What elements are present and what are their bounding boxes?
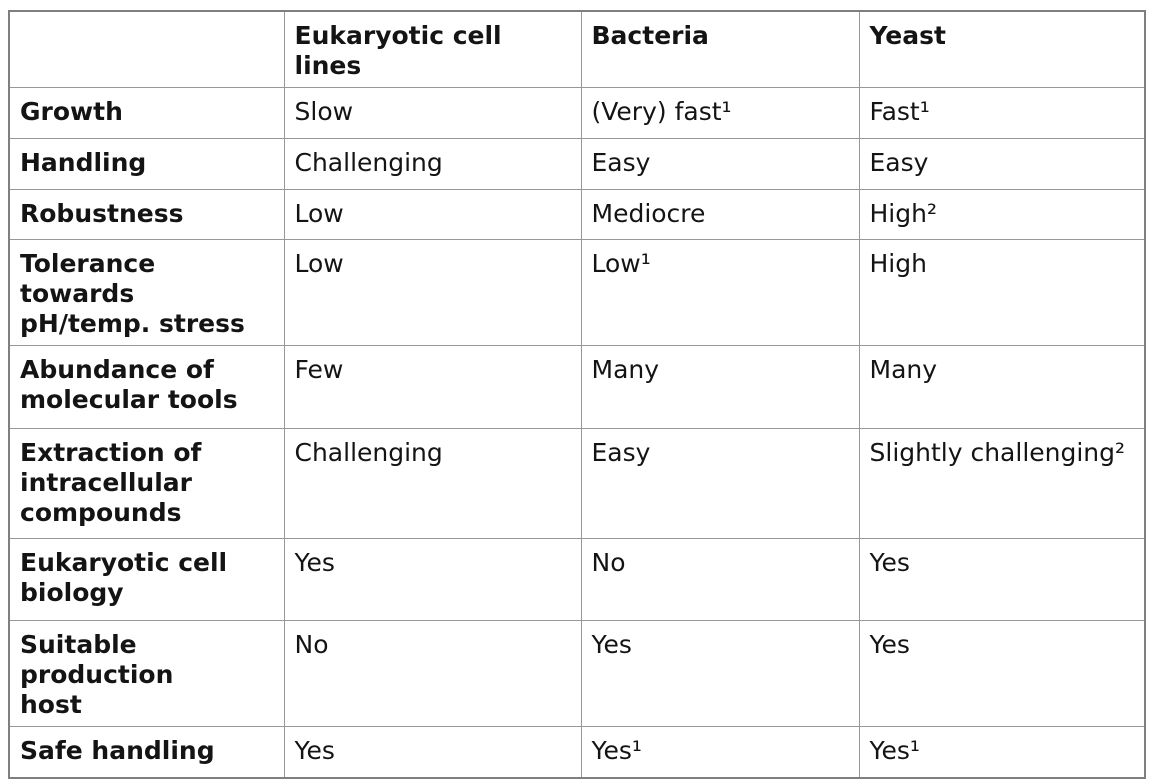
table-cell: (Very) fast¹	[580, 87, 860, 139]
column-header-eukaryotic-cell-lines: Eukaryotic cell lines	[283, 10, 582, 88]
table-cell: Many	[858, 345, 1146, 429]
table-cell: Low	[283, 189, 582, 240]
table-cell: Challenging	[283, 138, 582, 190]
column-header-yeast: Yeast	[858, 10, 1146, 88]
table-cell: Challenging	[283, 428, 582, 539]
table-cell: High²	[858, 189, 1146, 240]
table-cell: Mediocre	[580, 189, 860, 240]
table-cell: Easy	[580, 428, 860, 539]
table-cell: Easy	[580, 138, 860, 190]
table-cell: Yes	[858, 538, 1146, 621]
table-cell: Low¹	[580, 239, 860, 346]
table-cell: Yes	[283, 538, 582, 621]
table-cell: Fast¹	[858, 87, 1146, 139]
row-label: Abundance of molecular tools	[8, 345, 285, 429]
row-label: Safe handling	[8, 726, 285, 778]
table-row-extraction-intracellular-compounds: Extraction of intracellular compounds Ch…	[8, 428, 1146, 539]
table-row-abundance-molecular-tools: Abundance of molecular tools Few Many Ma…	[8, 345, 1146, 429]
table-cell: Yes	[858, 620, 1146, 727]
row-label: Growth	[8, 87, 285, 139]
table-cell: Yes	[283, 726, 582, 778]
table-row-robustness: Robustness Low Mediocre High²	[8, 189, 1146, 240]
column-header-empty	[8, 10, 285, 88]
table-row-growth: Growth Slow (Very) fast¹ Fast¹	[8, 87, 1146, 139]
table-cell: Few	[283, 345, 582, 429]
table-cell: Low	[283, 239, 582, 346]
header-row: Eukaryotic cell lines Bacteria Yeast	[8, 10, 1146, 88]
table-cell: Yes	[580, 620, 860, 727]
column-header-bacteria: Bacteria	[580, 10, 860, 88]
row-label: Eukaryotic cell biology	[8, 538, 285, 621]
row-label: Tolerance towards pH/temp. stress	[8, 239, 285, 346]
row-label: Robustness	[8, 189, 285, 240]
comparison-table: Eukaryotic cell lines Bacteria Yeast Gro…	[8, 10, 1146, 779]
table-row-handling: Handling Challenging Easy Easy	[8, 138, 1146, 190]
row-label: Suitable production host	[8, 620, 285, 727]
table-row-suitable-production-host: Suitable production host No Yes Yes	[8, 620, 1146, 727]
table-cell: High	[858, 239, 1146, 346]
table-cell: Slightly challenging²	[858, 428, 1146, 539]
table-cell: Easy	[858, 138, 1146, 190]
page: Eukaryotic cell lines Bacteria Yeast Gro…	[8, 10, 1146, 779]
row-label: Handling	[8, 138, 285, 190]
table-cell: Yes¹	[858, 726, 1146, 778]
table-cell: Many	[580, 345, 860, 429]
table-row-safe-handling: Safe handling Yes Yes¹ Yes¹	[8, 726, 1146, 778]
table-row-tolerance-ph-temp-stress: Tolerance towards pH/temp. stress Low Lo…	[8, 239, 1146, 346]
table-cell: Slow	[283, 87, 582, 139]
table-row-eukaryotic-cell-biology: Eukaryotic cell biology Yes No Yes	[8, 538, 1146, 621]
row-label: Extraction of intracellular compounds	[8, 428, 285, 539]
table-cell: Yes¹	[580, 726, 860, 778]
table-cell: No	[580, 538, 860, 621]
table-cell: No	[283, 620, 582, 727]
